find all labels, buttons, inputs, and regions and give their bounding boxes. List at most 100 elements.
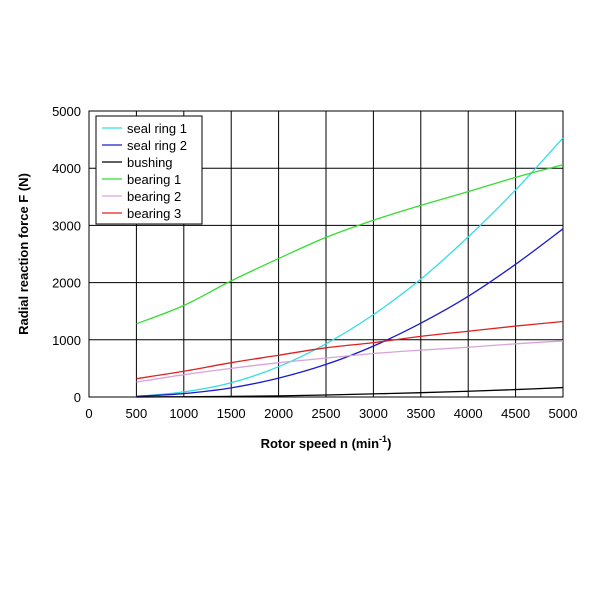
- data-point: [325, 358, 326, 359]
- x-axis-label-text: Rotor speed n (min: [261, 436, 380, 451]
- data-point: [515, 177, 516, 178]
- x-axis-label-superscript: -1: [379, 434, 387, 444]
- x-tick-label: 1000: [169, 406, 198, 421]
- data-point: [278, 378, 279, 379]
- data-point: [231, 368, 232, 369]
- data-point: [325, 343, 326, 344]
- data-point: [231, 396, 232, 397]
- data-point: [515, 389, 516, 390]
- data-point: [562, 164, 563, 165]
- x-tick-label: 1500: [217, 406, 246, 421]
- data-point: [562, 340, 563, 341]
- data-point: [515, 325, 516, 326]
- series-bearing-3: [136, 320, 564, 380]
- y-tick-labels: 0 1000 2000 3000 4000 5000: [52, 104, 81, 405]
- data-point: [515, 343, 516, 344]
- data-point: [231, 280, 232, 281]
- plot-area: [88, 110, 564, 398]
- data-point: [420, 279, 421, 280]
- y-tick-label: 0: [74, 390, 81, 405]
- legend-item: seal ring 2: [102, 138, 187, 153]
- data-point: [278, 258, 279, 259]
- data-point: [515, 264, 516, 265]
- data-point: [420, 349, 421, 350]
- data-point: [136, 396, 137, 397]
- data-point: [136, 382, 137, 383]
- data-point: [231, 382, 232, 383]
- data-point: [325, 364, 326, 365]
- series-line: [136, 137, 564, 398]
- data-point: [373, 393, 374, 394]
- series-lines: [136, 137, 564, 398]
- legend-label: bearing 2: [127, 189, 181, 204]
- legend: seal ring 1 seal ring 2 bushing bearing 1 be…: [95, 115, 203, 225]
- series-line: [136, 164, 564, 325]
- x-tick-labels: 0 500 1000 1500 2000 2500 3000 3500 4000 4500 5000: [85, 406, 577, 421]
- data-point: [373, 345, 374, 346]
- legend-item: bearing 1: [102, 172, 181, 187]
- series-line: [136, 320, 564, 380]
- data-point: [325, 347, 326, 348]
- data-point: [183, 391, 184, 392]
- data-point: [373, 353, 374, 354]
- y-tick-label: 5000: [52, 104, 81, 119]
- series-seal-ring-1: [136, 137, 564, 398]
- x-tick-label: 3000: [359, 406, 388, 421]
- x-axis-label-end: ): [387, 436, 391, 451]
- data-point: [278, 362, 279, 363]
- data-point: [420, 336, 421, 337]
- legend-label: bearing 1: [127, 172, 181, 187]
- x-tick-label: 2000: [264, 406, 293, 421]
- data-point: [515, 189, 516, 190]
- data-point: [373, 342, 374, 343]
- data-point: [562, 321, 563, 322]
- data-point: [468, 191, 469, 192]
- y-tick-label: 3000: [52, 218, 81, 233]
- data-point: [468, 236, 469, 237]
- y-tick-label: 1000: [52, 333, 81, 348]
- x-tick-label: 2500: [312, 406, 341, 421]
- data-point: [136, 378, 137, 379]
- data-point: [373, 314, 374, 315]
- legend-item: seal ring 1: [102, 121, 187, 136]
- x-tick-label: 4500: [501, 406, 530, 421]
- data-point: [420, 323, 421, 324]
- series-bearing-2: [136, 340, 564, 383]
- x-tick-label: 0: [85, 406, 92, 421]
- data-point: [420, 205, 421, 206]
- data-point: [278, 355, 279, 356]
- data-point: [136, 323, 137, 324]
- legend-label: seal ring 2: [127, 138, 187, 153]
- y-tick-label: 4000: [52, 161, 81, 176]
- data-point: [183, 393, 184, 394]
- data-point: [278, 395, 279, 396]
- data-point: [183, 305, 184, 306]
- data-point: [420, 392, 421, 393]
- data-point: [373, 220, 374, 221]
- series-line: [136, 340, 564, 383]
- x-tick-label: 500: [126, 406, 148, 421]
- data-point: [325, 394, 326, 395]
- data-point: [231, 362, 232, 363]
- x-tick-label: 4000: [454, 406, 483, 421]
- data-point: [562, 137, 563, 138]
- data-point: [468, 347, 469, 348]
- data-point: [183, 396, 184, 397]
- data-point: [183, 371, 184, 372]
- data-point: [562, 387, 563, 388]
- legend-item: bearing 3: [102, 206, 181, 221]
- x-tick-label: 3500: [406, 406, 435, 421]
- legend-label: bushing: [127, 155, 173, 170]
- legend-label: seal ring 1: [127, 121, 187, 136]
- y-axis-label: Radial reaction force F (N): [16, 173, 31, 335]
- legend-item: bushing: [102, 155, 173, 170]
- series-bushing: [136, 386, 564, 398]
- series-bearing-1: [136, 164, 564, 325]
- legend-label: bearing 3: [127, 206, 181, 221]
- data-point: [325, 237, 326, 238]
- legend-item: bearing 2: [102, 189, 181, 204]
- data-point: [468, 391, 469, 392]
- legend-box: [95, 115, 203, 225]
